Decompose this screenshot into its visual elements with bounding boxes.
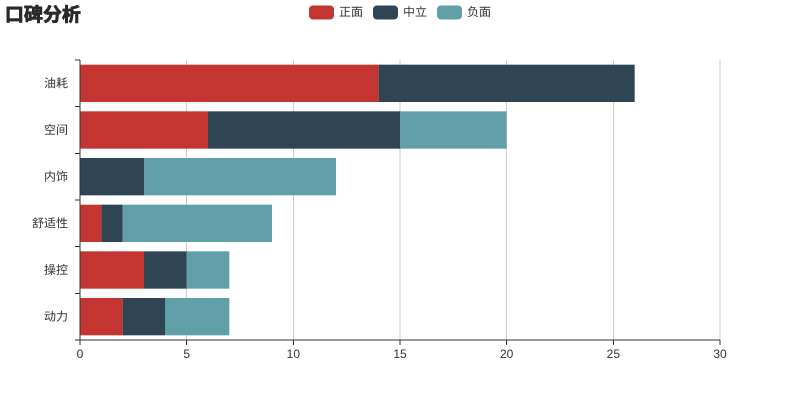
svg-text:30: 30 (713, 347, 727, 361)
svg-text:10: 10 (287, 347, 301, 361)
svg-text:0: 0 (77, 347, 84, 361)
svg-text:25: 25 (607, 347, 621, 361)
svg-text:5: 5 (183, 347, 190, 361)
svg-text:15: 15 (393, 347, 407, 361)
svg-text:20: 20 (500, 347, 514, 361)
